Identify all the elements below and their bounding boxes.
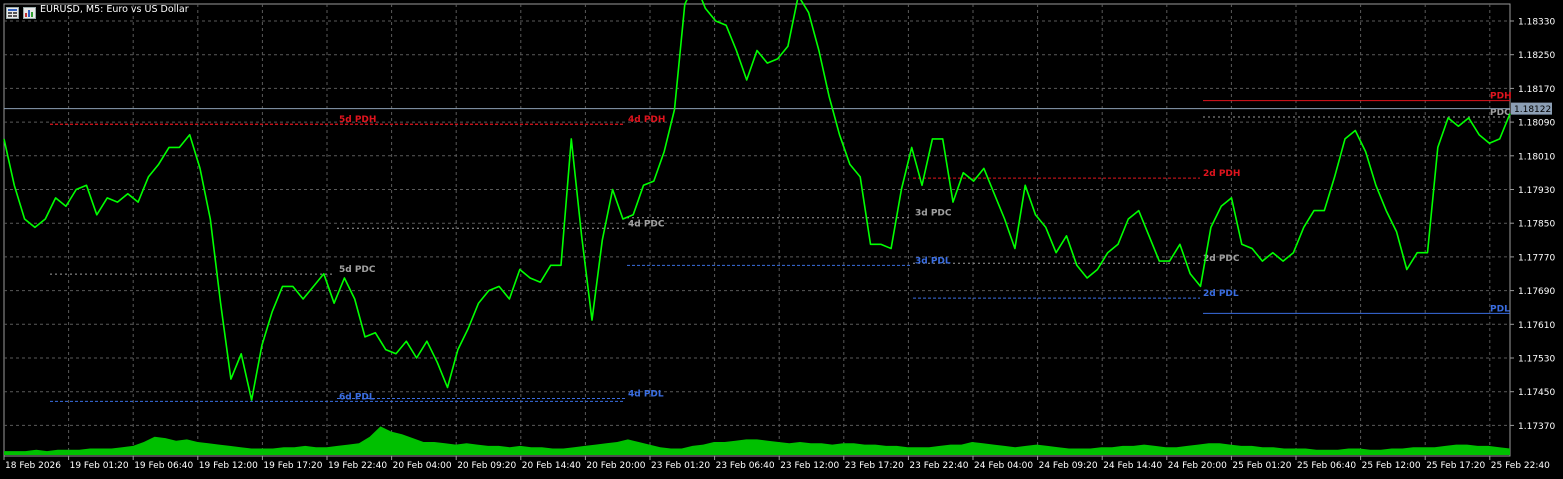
level-label: 5d PDH (339, 115, 376, 125)
time-axis-label: 24 Feb 04:00 (974, 461, 1033, 471)
chart-window-icon[interactable] (6, 4, 19, 19)
level-label: PDH (1490, 92, 1512, 102)
level-label: 4d PDL (628, 389, 664, 399)
price-axis-label: 1.17770 (1518, 253, 1555, 263)
time-axis-label: 23 Feb 06:40 (716, 461, 775, 471)
current-price-label: 1.18122 (1514, 105, 1551, 115)
time-axis-label: 19 Feb 01:20 (70, 461, 129, 471)
chart-frame (3, 3, 1511, 457)
time-axis-label: 19 Feb 12:00 (199, 461, 258, 471)
chart-title-bar: EURUSD, M5: Euro vs US Dollar (6, 3, 189, 19)
level-label: 3d PDL (915, 256, 951, 266)
price-axis-label: 1.18090 (1518, 119, 1555, 129)
bar-chart-icon[interactable] (23, 4, 36, 19)
level-label: 3d PDC (915, 209, 952, 219)
time-axis-label: 19 Feb 17:20 (263, 461, 322, 471)
time-axis-label: 25 Feb 01:20 (1232, 461, 1291, 471)
price-axis-label: 1.17450 (1518, 388, 1555, 398)
time-axis-label: 25 Feb 06:40 (1297, 461, 1356, 471)
level-label: 2d PDC (1203, 254, 1240, 264)
time-axis-label: 25 Feb 17:20 (1426, 461, 1485, 471)
volume-histogram (4, 426, 1510, 455)
time-axis-label: 24 Feb 09:20 (1039, 461, 1098, 471)
time-axis-label: 23 Feb 17:20 (845, 461, 904, 471)
level-label: 4d PDC (628, 219, 665, 229)
time-axis-label: 23 Feb 12:00 (780, 461, 839, 471)
price-line-series (3, 0, 1511, 401)
price-axis-label: 1.17690 (1518, 287, 1555, 297)
time-axis-label: 25 Feb 22:40 (1491, 461, 1550, 471)
price-axis-label: 1.17530 (1518, 355, 1555, 365)
price-axis-label: 1.17370 (1518, 422, 1555, 432)
time-axis-label: 19 Feb 22:40 (328, 461, 387, 471)
level-label: PDC (1490, 108, 1511, 118)
price-axis-label: 1.17850 (1518, 220, 1555, 230)
time-axis-label: 20 Feb 09:20 (457, 461, 516, 471)
time-axis-label: 20 Feb 14:40 (522, 461, 581, 471)
time-axis-label: 18 Feb 2026 (5, 461, 61, 471)
price-axis-label: 1.18330 (1518, 18, 1555, 28)
price-axis-label: 1.17610 (1518, 321, 1555, 331)
current-price-tag (1511, 102, 1552, 115)
chart-title: EURUSD, M5: Euro vs US Dollar (40, 4, 189, 15)
time-axis-label: 25 Feb 12:00 (1362, 461, 1421, 471)
level-label: 2d PDL (1203, 289, 1239, 299)
time-axis-label: 20 Feb 04:00 (393, 461, 452, 471)
level-label: 2d PDH (1203, 169, 1240, 179)
time-axis-label: 19 Feb 06:40 (134, 461, 193, 471)
time-axis-label: 24 Feb 14:40 (1103, 461, 1162, 471)
price-axis-label: 1.17930 (1518, 186, 1555, 196)
time-axis-label: 23 Feb 01:20 (651, 461, 710, 471)
time-axis-label: 24 Feb 20:00 (1168, 461, 1227, 471)
price-axis-label: 1.18250 (1518, 51, 1555, 61)
price-axis-label: 1.18010 (1518, 152, 1555, 162)
price-axis-label: 1.18170 (1518, 85, 1555, 95)
time-axis-label: 20 Feb 20:00 (586, 461, 645, 471)
level-label: PDL (1490, 304, 1510, 314)
level-label: 4d PDH (628, 115, 665, 125)
time-axis-label: 23 Feb 22:40 (909, 461, 968, 471)
level-label: 5d PDC (339, 265, 376, 275)
level-label: 6d PDL (339, 392, 375, 402)
